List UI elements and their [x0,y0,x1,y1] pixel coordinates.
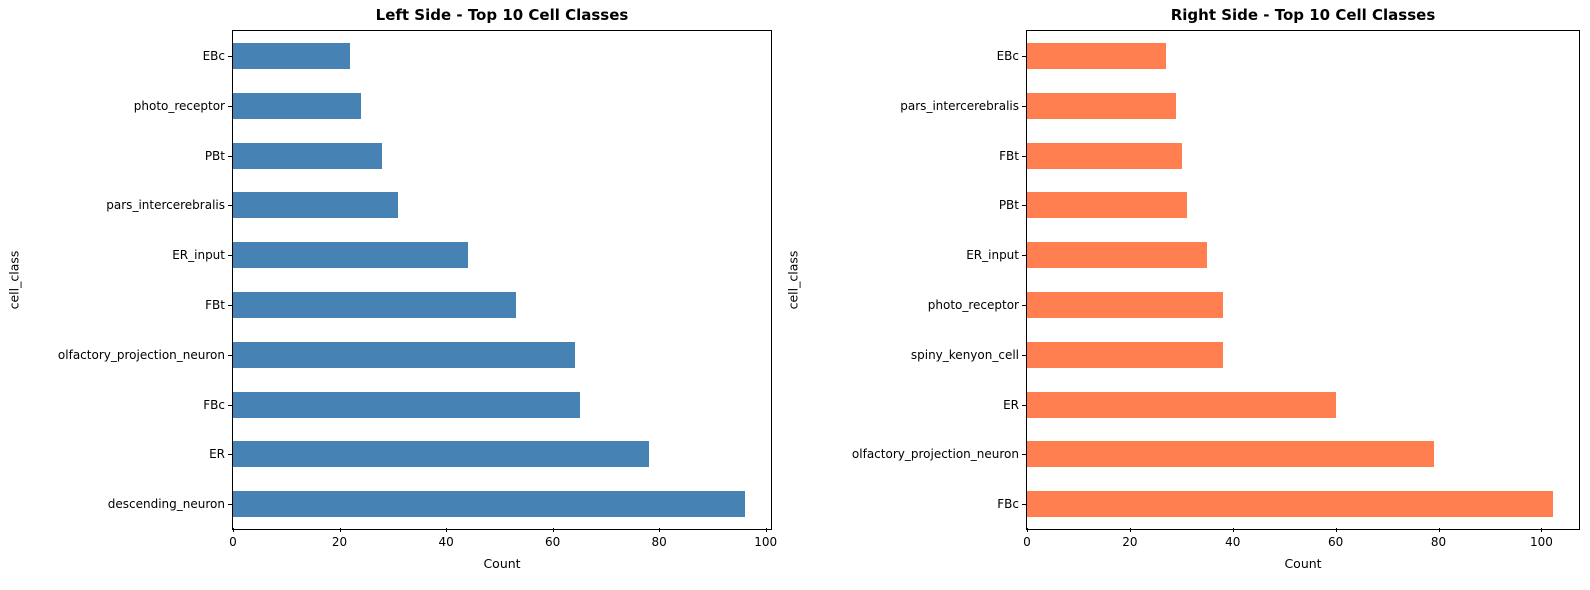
chart-title-left: Left Side - Top 10 Cell Classes [375,6,629,24]
y-tick-mark [1022,454,1026,456]
x-tick-mark [1438,528,1440,532]
chart-title-right: Right Side - Top 10 Cell Classes [1170,6,1436,24]
y-tick-mark [1022,105,1026,107]
bar-EBc [1027,42,1167,69]
x-tick-label: 100 [754,535,778,549]
y-tick-label: PBt [204,148,225,163]
bar-photo_receptor [233,92,362,119]
y-tick-label: photo_receptor [133,98,225,113]
y-tick-mark [228,404,232,406]
bar-olfactory_projection_neuron [233,341,575,368]
bar-ER_input [233,242,468,269]
bar-pars_intercerebralis [233,192,399,219]
bar-PBt [233,142,383,169]
y-tick-mark [1022,354,1026,356]
y-tick-label: ER [209,447,225,462]
y-tick-label: olfactory_projection_neuron [851,447,1019,462]
y-tick-mark [228,105,232,107]
y-tick-label: ER_input [966,248,1019,263]
bar-EBc [233,42,351,69]
x-tick-label: 0 [1023,535,1031,549]
y-tick-label: spiny_kenyon_cell [910,347,1019,362]
x-tick-mark [659,528,661,532]
x-axis-label-left: Count [483,556,521,571]
x-tick-mark [446,528,448,532]
bar-PBt [1027,192,1187,219]
x-tick-mark [1129,528,1131,532]
y-tick-mark [228,454,232,456]
x-tick-mark [1232,528,1234,532]
y-tick-mark [1022,155,1026,157]
x-tick-label: 100 [1530,535,1553,549]
y-tick-label: PBt [998,198,1019,213]
y-tick-mark [228,205,232,207]
x-tick-label: 0 [229,535,237,549]
y-tick-mark [1022,255,1026,257]
x-tick-mark [339,528,341,532]
y-tick-mark [228,304,232,306]
x-tick-label: 60 [545,535,561,549]
x-tick-label: 60 [1328,535,1344,549]
x-tick-label: 80 [1430,535,1447,549]
x-tick-mark [552,528,554,532]
y-tick-mark [1022,404,1026,406]
bar-FBt [1027,142,1182,169]
x-tick-label: 80 [651,535,667,549]
bar-olfactory_projection_neuron [1027,441,1435,468]
y-tick-label: FBt [999,148,1019,163]
x-tick-mark [1335,528,1337,532]
bar-FBc [1027,491,1553,518]
y-tick-label: FBc [203,397,225,412]
y-tick-mark [228,354,232,356]
y-tick-label: FBt [205,297,225,312]
y-tick-mark [1022,55,1026,57]
y-tick-mark [1022,504,1026,506]
bar-descending_neuron [233,491,746,518]
y-tick-label: EBc [996,48,1019,63]
x-tick-label: 20 [1122,535,1138,549]
y-axis-label-left: cell_class [6,250,22,310]
bar-ER [1027,391,1337,418]
bar-photo_receptor [1027,291,1223,318]
y-tick-mark [1022,304,1026,306]
y-tick-label: EBc [202,48,225,63]
bar-ER_input [1027,242,1208,269]
y-tick-label: ER [1003,397,1019,412]
y-axis-label-right: cell_class [785,250,801,310]
y-tick-label: FBc [997,497,1019,512]
plot-area-left: EBc photo_receptor PBt pars_intercerebralis… [58,30,777,549]
x-tick-mark [1541,528,1543,532]
y-tick-label: ER_input [172,248,225,263]
bar-pars_intercerebralis [1027,92,1177,119]
x-tick-mark [765,528,767,532]
x-tick-label: 40 [438,535,454,549]
bar-FBc [233,391,580,418]
x-tick-mark [1027,528,1028,532]
y-tick-mark [228,155,232,157]
y-tick-label: olfactory_projection_neuron [57,347,225,362]
x-tick-mark [233,528,234,532]
y-tick-label: pars_intercerebralis [900,98,1019,113]
y-tick-label: descending_neuron [107,497,225,512]
x-axis-label-right: Count [1284,556,1322,571]
y-tick-label: photo_receptor [927,297,1019,312]
y-tick-mark [228,504,232,506]
bar-FBt [233,291,516,318]
y-tick-label: pars_intercerebralis [106,198,225,213]
y-tick-mark [228,55,232,57]
x-tick-label: 20 [331,535,348,549]
y-tick-mark [1022,205,1026,207]
bar-ER [233,441,650,468]
x-tick-label: 40 [1225,535,1241,549]
y-tick-mark [228,255,232,257]
bar-spiny_kenyon_cell [1027,341,1223,368]
